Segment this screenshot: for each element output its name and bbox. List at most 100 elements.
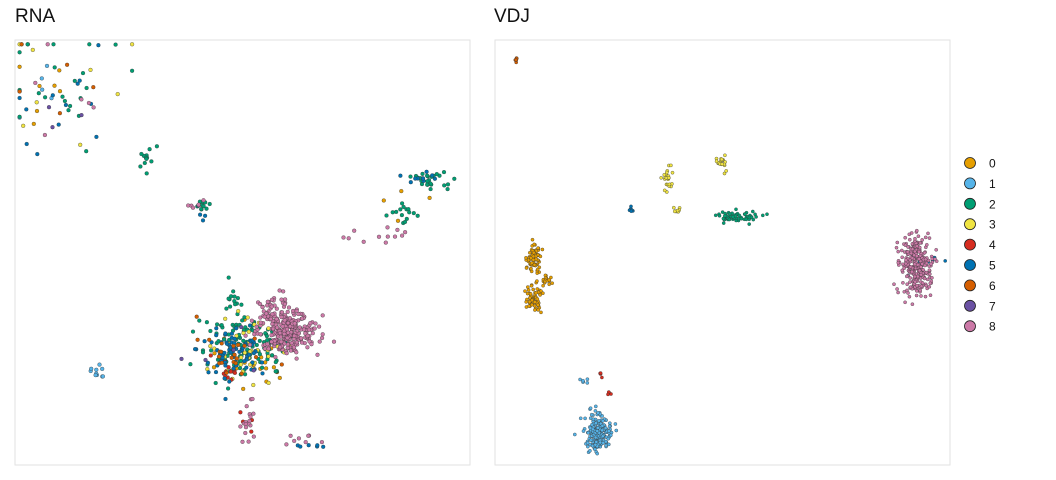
point-cluster-2 xyxy=(257,338,262,343)
point-cluster-8 xyxy=(260,305,265,310)
point-cluster-5 xyxy=(213,370,219,375)
point-cluster-2 xyxy=(731,215,735,219)
point-cluster-6 xyxy=(229,355,234,360)
point-cluster-0 xyxy=(264,366,269,371)
point-cluster-8 xyxy=(45,42,50,47)
point-cluster-0 xyxy=(531,258,536,262)
point-cluster-0 xyxy=(395,218,401,223)
point-cluster-1 xyxy=(594,404,598,409)
point-cluster-4 xyxy=(606,392,610,397)
point-cluster-1 xyxy=(586,444,590,449)
point-cluster-8 xyxy=(254,324,259,329)
point-cluster-8 xyxy=(306,433,311,438)
legend-label-1: 1 xyxy=(989,177,996,191)
point-cluster-8 xyxy=(927,268,932,272)
point-cluster-8 xyxy=(292,333,297,338)
point-cluster-8 xyxy=(917,250,921,254)
point-cluster-8 xyxy=(303,331,308,336)
point-cluster-5 xyxy=(229,331,234,336)
point-cluster-8 xyxy=(243,430,248,436)
point-cluster-8 xyxy=(240,439,245,444)
point-cluster-5 xyxy=(247,323,253,328)
point-cluster-1 xyxy=(594,421,598,425)
point-cluster-1 xyxy=(614,428,619,433)
point-cluster-8 xyxy=(376,234,382,239)
point-cluster-8 xyxy=(286,305,292,310)
point-cluster-1 xyxy=(604,443,608,448)
point-cluster-8 xyxy=(282,302,287,307)
point-cluster-2 xyxy=(445,182,451,187)
point-cluster-2 xyxy=(425,173,430,178)
point-cluster-6 xyxy=(65,62,70,67)
point-cluster-2 xyxy=(407,210,412,215)
legend-label-3: 3 xyxy=(989,218,996,232)
point-cluster-8 xyxy=(896,260,901,265)
point-cluster-0 xyxy=(530,261,534,265)
point-cluster-5 xyxy=(77,78,82,83)
point-cluster-3 xyxy=(234,333,239,338)
point-cluster-5 xyxy=(430,173,435,178)
point-cluster-8 xyxy=(331,339,337,344)
point-cluster-0 xyxy=(271,365,276,370)
point-cluster-7 xyxy=(46,105,52,110)
point-cluster-0 xyxy=(381,198,386,203)
point-cluster-8 xyxy=(915,289,919,293)
point-cluster-2 xyxy=(52,65,57,70)
point-cluster-4 xyxy=(232,370,237,375)
point-cluster-5 xyxy=(35,152,40,157)
point-cluster-6 xyxy=(195,337,200,342)
point-cluster-2 xyxy=(273,360,278,365)
point-cluster-0 xyxy=(212,351,217,356)
point-cluster-2 xyxy=(228,304,233,309)
point-cluster-2 xyxy=(721,221,726,225)
point-cluster-8 xyxy=(919,294,923,298)
point-cluster-2 xyxy=(154,144,159,149)
point-cluster-8 xyxy=(919,272,923,277)
point-cluster-8 xyxy=(927,272,932,276)
point-cluster-0 xyxy=(530,302,534,307)
point-cluster-8 xyxy=(269,297,275,302)
point-cluster-1 xyxy=(585,441,590,445)
point-cluster-5 xyxy=(237,349,242,354)
point-cluster-8 xyxy=(929,262,933,266)
legend-swatch-4 xyxy=(964,238,976,251)
point-cluster-8 xyxy=(919,284,924,288)
point-cluster-2 xyxy=(36,91,41,96)
point-cluster-1 xyxy=(606,436,611,441)
point-cluster-8 xyxy=(257,301,263,307)
point-cluster-8 xyxy=(923,294,928,299)
rna-points xyxy=(17,42,457,449)
point-cluster-3 xyxy=(665,170,669,175)
point-cluster-2 xyxy=(226,386,231,391)
point-cluster-8 xyxy=(317,324,322,329)
point-cluster-0 xyxy=(539,310,543,315)
point-cluster-2 xyxy=(727,212,732,216)
point-cluster-3 xyxy=(251,382,256,388)
point-cluster-8 xyxy=(243,425,249,430)
point-cluster-3 xyxy=(266,326,271,331)
point-cluster-0 xyxy=(529,284,534,288)
point-cluster-8 xyxy=(317,339,322,344)
point-cluster-8 xyxy=(902,290,907,294)
point-cluster-8 xyxy=(920,281,925,285)
point-cluster-8 xyxy=(908,276,912,280)
point-cluster-8 xyxy=(258,315,263,320)
point-cluster-2 xyxy=(402,219,408,225)
point-cluster-0 xyxy=(535,287,540,291)
point-cluster-0 xyxy=(277,375,282,380)
point-cluster-2 xyxy=(208,328,213,334)
cluster-legend: 0 1 2 3 4 5 6 7 8 xyxy=(964,157,996,334)
point-cluster-8 xyxy=(934,248,938,252)
point-cluster-3 xyxy=(78,142,83,147)
point-cluster-6 xyxy=(57,111,62,116)
point-cluster-0 xyxy=(526,288,531,292)
point-cluster-8 xyxy=(265,342,270,347)
point-cluster-1 xyxy=(44,63,50,68)
point-cluster-1 xyxy=(593,442,598,447)
point-cluster-3 xyxy=(30,47,35,52)
point-cluster-2 xyxy=(237,366,243,371)
point-cluster-5 xyxy=(200,218,206,223)
point-cluster-0 xyxy=(524,266,529,270)
point-cluster-8 xyxy=(900,268,904,273)
point-cluster-2 xyxy=(264,334,269,339)
